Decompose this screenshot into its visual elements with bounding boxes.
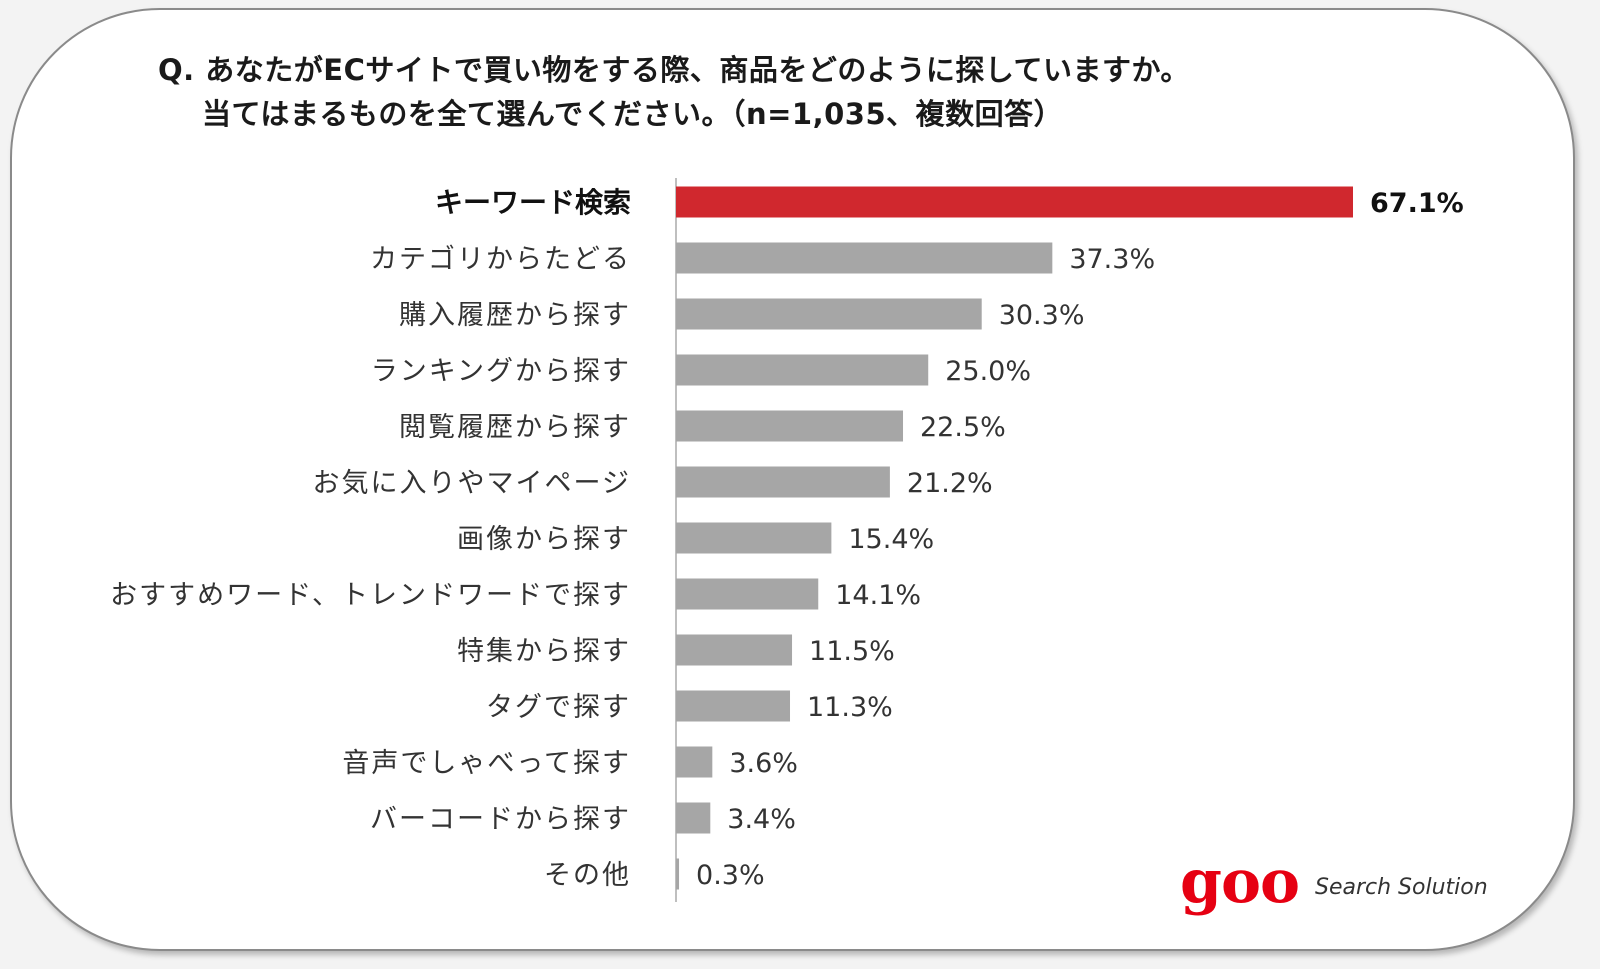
bar-2 [676,298,982,330]
category-label-6: 画像から探す [457,524,631,555]
brand-tagline: Search Solution [1315,875,1488,900]
category-label-5: お気に入りやマイページ [313,468,631,499]
bar-3 [676,354,929,386]
category-label-10: 音声でしゃべって探す [342,748,631,779]
bar-7 [676,578,819,610]
brand-logo-group: goo Search Solution [1180,847,1488,917]
bar-10 [676,746,713,778]
title-line-2: 当てはまるものを全て選んでください。（n=1,035、複数回答） [202,97,1064,131]
value-label-5: 21.2% [907,468,993,499]
value-label-8: 11.5% [809,636,895,667]
value-label-9: 11.3% [807,692,893,723]
category-label-11: バーコードから探す [370,804,631,835]
category-label-3: ランキングから探す [371,356,631,387]
category-label-1: カテゴリからたどる [370,244,631,275]
category-label-9: タグで探す [486,692,631,723]
bar-8 [676,634,793,666]
value-label-12: 0.3% [696,860,765,891]
bar-11 [676,802,711,834]
bar-12 [676,858,680,890]
value-label-11: 3.4% [727,804,796,835]
bar-6 [676,522,832,554]
category-label-7: おすすめワード、トレンドワードで探す [110,580,631,611]
value-label-3: 25.0% [945,356,1031,387]
chart-title: Q. あなたがECサイトで買い物をする際、商品をどのように探していますか。 当て… [158,48,1190,136]
category-label-2: 購入履歴から探す [399,300,631,331]
value-label-1: 37.3% [1069,244,1155,275]
category-label-4: 閲覧履歴から探す [399,412,631,443]
value-label-7: 14.1% [835,580,921,611]
bar-4 [676,410,904,442]
category-label-0: キーワード検索 [435,186,631,219]
bar-5 [676,466,890,498]
bar-9 [676,690,791,722]
category-label-8: 特集から探す [457,636,631,667]
value-label-0: 67.1% [1370,188,1464,219]
category-label-12: その他 [544,860,631,891]
value-label-10: 3.6% [729,748,798,779]
value-label-2: 30.3% [999,300,1085,331]
bar-1 [676,242,1053,274]
bar-0 [676,186,1353,218]
value-label-4: 22.5% [920,412,1006,443]
value-label-6: 15.4% [848,524,934,555]
goo-logo: goo [1180,847,1300,917]
title-line-1: Q. あなたがECサイトで買い物をする際、商品をどのように探していますか。 [158,53,1190,87]
